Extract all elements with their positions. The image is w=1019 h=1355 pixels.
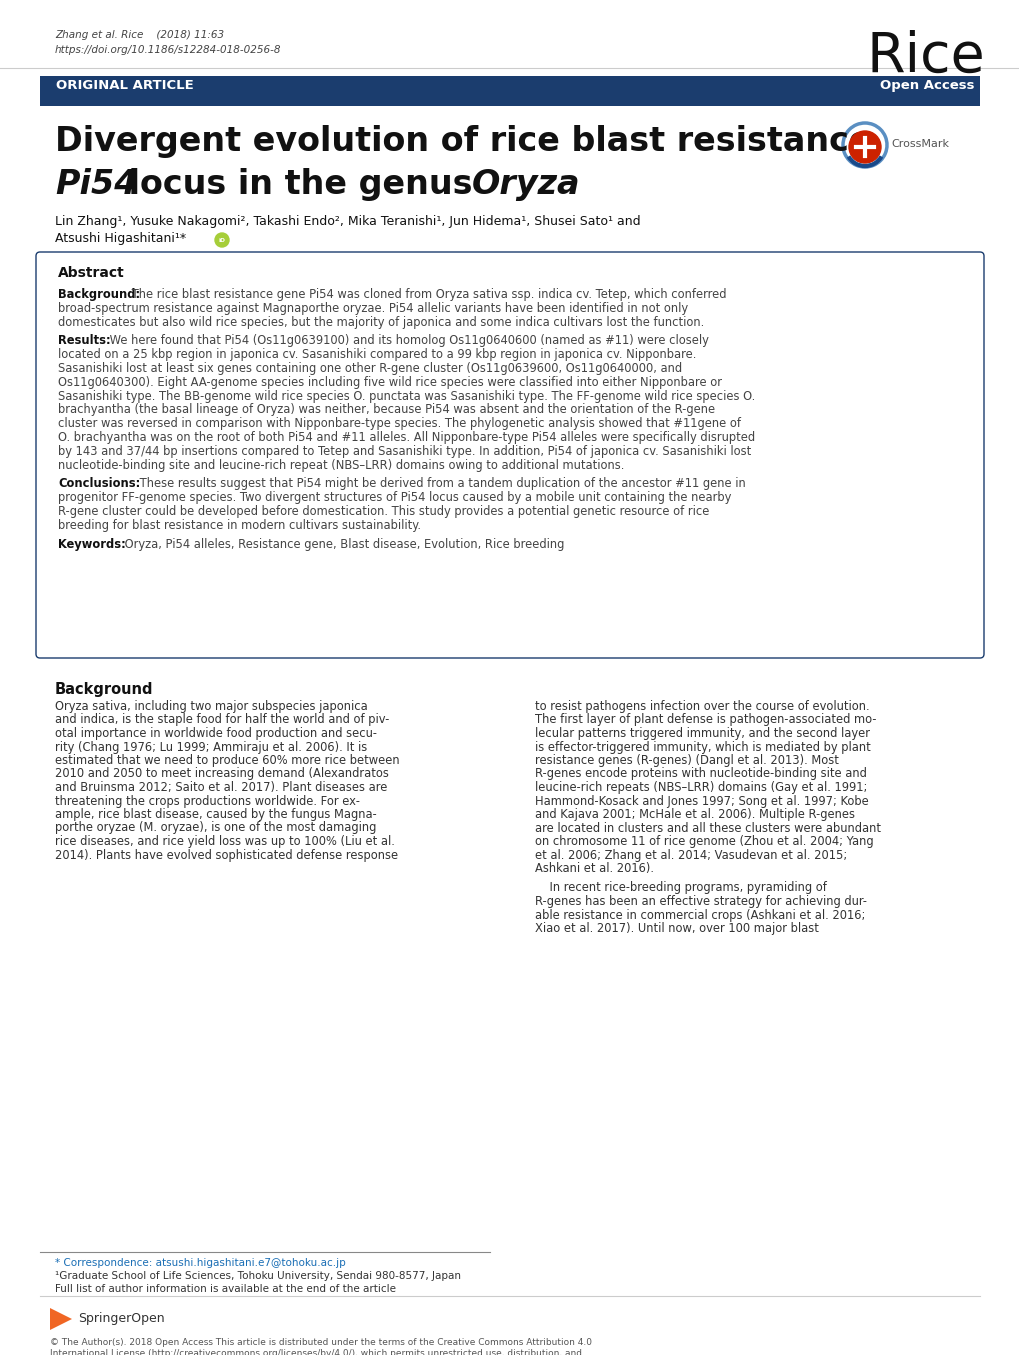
Text: R-genes has been an effective strategy for achieving dur-: R-genes has been an effective strategy f…	[535, 896, 866, 908]
Text: on chromosome 11 of rice genome (Zhou et al. 2004; Yang: on chromosome 11 of rice genome (Zhou et…	[535, 835, 872, 848]
Text: Xiao et al. 2017). Until now, over 100 major blast: Xiao et al. 2017). Until now, over 100 m…	[535, 921, 818, 935]
Text: We here found that Pi54 (Os11g0639100) and its homolog Os11g0640600 (named as #1: We here found that Pi54 (Os11g0639100) a…	[106, 335, 708, 347]
Text: Open Access: Open Access	[879, 79, 974, 92]
Text: Keywords:: Keywords:	[58, 538, 125, 550]
Text: * Correspondence: atsushi.higashitani.e7@tohoku.ac.jp: * Correspondence: atsushi.higashitani.e7…	[55, 1257, 345, 1268]
FancyBboxPatch shape	[36, 252, 983, 659]
Text: able resistance in commercial crops (Ashkani et al. 2016;: able resistance in commercial crops (Ash…	[535, 908, 864, 921]
Text: progenitor FF-genome species. Two divergent structures of Pi54 locus caused by a: progenitor FF-genome species. Two diverg…	[58, 492, 731, 504]
Circle shape	[848, 131, 880, 163]
Text: R-gene cluster could be developed before domestication. This study provides a po: R-gene cluster could be developed before…	[58, 505, 708, 518]
Text: brachyantha (the basal lineage of Oryza) was neither, because Pi54 was absent an: brachyantha (the basal lineage of Oryza)…	[58, 404, 714, 416]
Text: ample, rice blast disease, caused by the fungus Magna-: ample, rice blast disease, caused by the…	[55, 808, 376, 821]
Text: Ashkani et al. 2016).: Ashkani et al. 2016).	[535, 862, 653, 875]
Text: Background: Background	[55, 682, 153, 696]
Text: locus in the genus: locus in the genus	[117, 168, 484, 201]
Text: rice diseases, and rice yield loss was up to 100% (Liu et al.: rice diseases, and rice yield loss was u…	[55, 835, 394, 848]
Text: © The Author(s). 2018 Open Access This article is distributed under the terms of: © The Author(s). 2018 Open Access This a…	[50, 1337, 591, 1347]
Text: Atsushi Higashitani¹*: Atsushi Higashitani¹*	[55, 232, 185, 245]
Text: otal importance in worldwide food production and secu-: otal importance in worldwide food produc…	[55, 728, 377, 740]
Text: Oryza, Pi54 alleles, Resistance gene, Blast disease, Evolution, Rice breeding: Oryza, Pi54 alleles, Resistance gene, Bl…	[121, 538, 564, 550]
Circle shape	[215, 233, 229, 247]
Text: estimated that we need to produce 60% more rice between: estimated that we need to produce 60% mo…	[55, 753, 399, 767]
Text: iD: iD	[218, 237, 225, 243]
Text: Rice: Rice	[865, 30, 984, 84]
Text: 2014). Plants have evolved sophisticated defense response: 2014). Plants have evolved sophisticated…	[55, 848, 397, 862]
Text: are located in clusters and all these clusters were abundant: are located in clusters and all these cl…	[535, 821, 880, 835]
Text: located on a 25 kbp region in japonica cv. Sasanishiki compared to a 99 kbp regi: located on a 25 kbp region in japonica c…	[58, 348, 696, 362]
Text: The rice blast resistance gene Pi54 was cloned from Oryza sativa ssp. indica cv.: The rice blast resistance gene Pi54 was …	[127, 289, 726, 301]
Text: Oryza sativa, including two major subspecies japonica: Oryza sativa, including two major subspe…	[55, 701, 368, 713]
Text: Pi54: Pi54	[55, 168, 138, 201]
Text: porthe oryzae (M. oryzae), is one of the most damaging: porthe oryzae (M. oryzae), is one of the…	[55, 821, 376, 835]
Text: CrossMark: CrossMark	[891, 140, 948, 149]
Text: Abstract: Abstract	[58, 266, 124, 280]
Text: https://doi.org/10.1186/s12284-018-0256-8: https://doi.org/10.1186/s12284-018-0256-…	[55, 45, 281, 56]
Text: R-genes encode proteins with nucleotide-binding site and: R-genes encode proteins with nucleotide-…	[535, 767, 866, 780]
Text: The first layer of plant defense is pathogen-associated mo-: The first layer of plant defense is path…	[535, 714, 875, 726]
Text: 2010 and 2050 to meet increasing demand (Alexandratos: 2010 and 2050 to meet increasing demand …	[55, 767, 388, 780]
Text: et al. 2006; Zhang et al. 2014; Vasudevan et al. 2015;: et al. 2006; Zhang et al. 2014; Vasudeva…	[535, 848, 847, 862]
Text: Oryza: Oryza	[472, 168, 580, 201]
Text: Os11g0640300). Eight AA-genome species including five wild rice species were cla: Os11g0640300). Eight AA-genome species i…	[58, 375, 721, 389]
Text: ORIGINAL ARTICLE: ORIGINAL ARTICLE	[56, 79, 194, 92]
Text: and Kajava 2001; McHale et al. 2006). Multiple R-genes: and Kajava 2001; McHale et al. 2006). Mu…	[535, 808, 854, 821]
Text: International License (http://creativecommons.org/licenses/by/4.0/), which permi: International License (http://creativeco…	[50, 1350, 582, 1355]
Text: Divergent evolution of rice blast resistance: Divergent evolution of rice blast resist…	[55, 125, 870, 159]
Text: Sasanishiki lost at least six genes containing one other R-gene cluster (Os11g06: Sasanishiki lost at least six genes cont…	[58, 362, 682, 375]
Text: In recent rice-breeding programs, pyramiding of: In recent rice-breeding programs, pyrami…	[535, 882, 826, 894]
Text: Lin Zhang¹, Yusuke Nakagomi², Takashi Endo², Mika Teranishi¹, Jun Hidema¹, Shuse: Lin Zhang¹, Yusuke Nakagomi², Takashi En…	[55, 215, 640, 228]
Text: Zhang et al. Rice    (2018) 11:63: Zhang et al. Rice (2018) 11:63	[55, 30, 224, 41]
Text: is effector-triggered immunity, which is mediated by plant: is effector-triggered immunity, which is…	[535, 740, 870, 753]
Text: and indica, is the staple food for half the world and of piv-: and indica, is the staple food for half …	[55, 714, 389, 726]
Text: Background:: Background:	[58, 289, 140, 301]
Text: Sasanishiki type. The BB-genome wild rice species O. punctata was Sasanishiki ty: Sasanishiki type. The BB-genome wild ric…	[58, 390, 754, 402]
Text: rity (Chang 1976; Lu 1999; Ammiraju et al. 2006). It is: rity (Chang 1976; Lu 1999; Ammiraju et a…	[55, 740, 367, 753]
Text: cluster was reversed in comparison with Nipponbare-type species. The phylogeneti: cluster was reversed in comparison with …	[58, 417, 740, 430]
Text: O. brachyantha was on the root of both Pi54 and #11 alleles. All Nipponbare-type: O. brachyantha was on the root of both P…	[58, 431, 754, 444]
Text: SpringerOpen: SpringerOpen	[77, 1312, 164, 1325]
Text: resistance genes (R-genes) (Dangl et al. 2013). Most: resistance genes (R-genes) (Dangl et al.…	[535, 753, 838, 767]
Text: nucleotide-binding site and leucine-rich repeat (NBS–LRR) domains owing to addit: nucleotide-binding site and leucine-rich…	[58, 458, 624, 472]
Text: ¹Graduate School of Life Sciences, Tohoku University, Sendai 980-8577, Japan: ¹Graduate School of Life Sciences, Tohok…	[55, 1271, 461, 1280]
Text: Results:: Results:	[58, 335, 110, 347]
Text: by 143 and 37/44 bp insertions compared to Tetep and Sasanishiki type. In additi: by 143 and 37/44 bp insertions compared …	[58, 444, 751, 458]
Text: lecular patterns triggered immunity, and the second layer: lecular patterns triggered immunity, and…	[535, 728, 869, 740]
Text: broad-spectrum resistance against Magnaporthe oryzae. Pi54 allelic variants have: broad-spectrum resistance against Magnap…	[58, 302, 688, 314]
Text: These results suggest that Pi54 might be derived from a tandem duplication of th: These results suggest that Pi54 might be…	[136, 477, 745, 491]
Text: Conclusions:: Conclusions:	[58, 477, 141, 491]
Text: domesticates but also wild rice species, but the majority of japonica and some i: domesticates but also wild rice species,…	[58, 316, 703, 329]
Text: threatening the crops productions worldwide. For ex-: threatening the crops productions worldw…	[55, 794, 360, 808]
Text: leucine-rich repeats (NBS–LRR) domains (Gay et al. 1991;: leucine-rich repeats (NBS–LRR) domains (…	[535, 780, 866, 794]
FancyBboxPatch shape	[40, 76, 979, 106]
Text: breeding for blast resistance in modern cultivars sustainability.: breeding for blast resistance in modern …	[58, 519, 421, 531]
Text: and Bruinsma 2012; Saito et al. 2017). Plant diseases are: and Bruinsma 2012; Saito et al. 2017). P…	[55, 780, 387, 794]
Text: to resist pathogens infection over the course of evolution.: to resist pathogens infection over the c…	[535, 701, 869, 713]
Polygon shape	[50, 1308, 72, 1331]
Text: Full list of author information is available at the end of the article: Full list of author information is avail…	[55, 1285, 395, 1294]
Text: Hammond-Kosack and Jones 1997; Song et al. 1997; Kobe: Hammond-Kosack and Jones 1997; Song et a…	[535, 794, 868, 808]
